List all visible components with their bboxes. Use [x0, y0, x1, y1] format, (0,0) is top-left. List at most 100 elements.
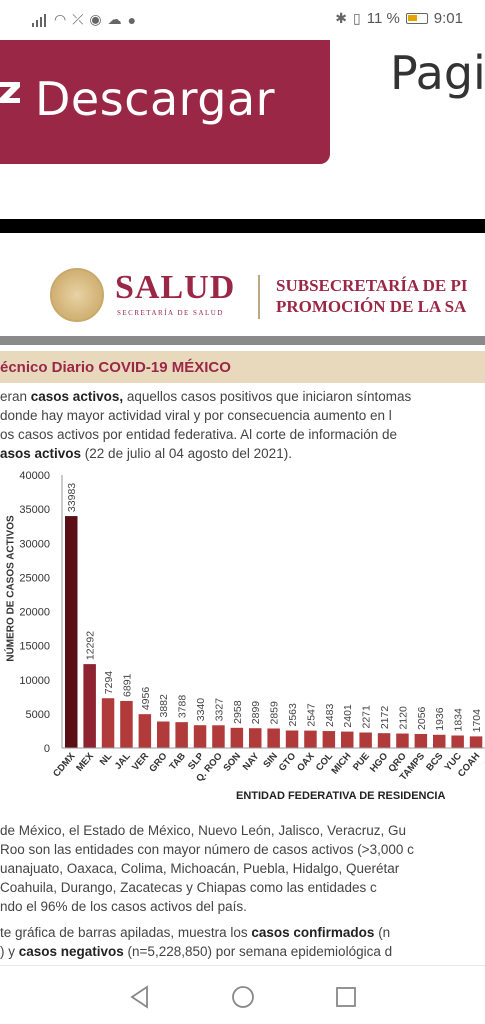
y-tick-label: 25000	[19, 572, 50, 584]
bar-value-label: 33983	[66, 483, 78, 512]
y-tick-label: 40000	[19, 470, 50, 482]
download-label: Descargar	[35, 72, 276, 126]
status-bar: ◠ ⤫ ◉ ☁ ● ✱ ▯ 11 % 9:01	[0, 0, 485, 40]
x-tick-label: CDMX	[51, 750, 78, 779]
x-tick-label: BCS	[424, 751, 445, 773]
bar-value-label: 2271	[361, 705, 373, 729]
subsecretaria-heading: SUBSECRETARÍA DE PI PROMOCIÓN DE LA SA	[276, 275, 467, 317]
document-page[interactable]: SALUD SECRETARÍA DE SALUD SUBSECRETARÍA …	[0, 233, 485, 965]
header-divider	[258, 275, 260, 319]
bar-col	[322, 731, 336, 748]
seal-icon	[50, 268, 104, 322]
recents-icon[interactable]	[333, 984, 359, 1010]
intro-line-1: eran casos activos, aquellos casos posit…	[0, 389, 412, 404]
bar-value-label: 3327	[213, 698, 225, 722]
header-rule	[0, 336, 485, 345]
bar-cdmx	[65, 516, 78, 748]
bar-bcs	[433, 734, 446, 748]
y-tick-label: 0	[44, 743, 50, 755]
bar-gto	[285, 730, 299, 748]
download-icon	[0, 82, 20, 103]
chrome-icon: ◉	[89, 11, 102, 27]
next-line-1: te gráfica de barras apiladas, muestra l…	[0, 925, 391, 940]
bar-coah	[469, 736, 483, 748]
bar-hgo	[377, 733, 391, 748]
x-tick-label: MEX	[74, 750, 96, 773]
report-title: écnico Diario COVID-19 MÉXICO	[0, 359, 231, 376]
bar-ver	[138, 714, 152, 748]
bar-jal	[120, 700, 133, 748]
status-icons-left: ◠ ⤫ ◉ ☁ ●	[32, 11, 136, 28]
bar-yuc	[451, 735, 464, 748]
intro-line-4: asos activos (22 de julio al 04 agosto d…	[0, 446, 292, 461]
no-sound-icon: ⤫	[72, 11, 84, 27]
x-tick-label: OAX	[295, 750, 317, 773]
battery-percent: 11 %	[366, 10, 400, 27]
bar-sin	[267, 728, 280, 748]
battery-icon	[405, 13, 428, 24]
x-tick-label: MICH	[330, 751, 354, 777]
bar-tab	[175, 722, 188, 748]
x-tick-label: HGO	[368, 751, 390, 775]
bar-value-label: 3788	[177, 695, 189, 719]
bar-value-label: 3340	[195, 698, 207, 722]
bar-value-label: 2172	[379, 706, 391, 730]
bar-pue	[359, 732, 372, 748]
bar-value-label: 2859	[269, 701, 281, 725]
bar-value-label: 2120	[397, 706, 409, 730]
bar-qro	[396, 733, 409, 748]
vibrate-icon: ▯	[353, 10, 361, 26]
clock: 9:01	[433, 10, 463, 27]
home-icon[interactable]	[230, 984, 256, 1010]
subsecretaria-line-2: PROMOCIÓN DE LA SA	[276, 297, 467, 316]
page-label: Pagi	[390, 46, 485, 100]
logo-subtext: SECRETARÍA DE SALUD	[117, 309, 224, 317]
download-button[interactable]	[0, 40, 330, 164]
bar-value-label: 2483	[324, 704, 336, 728]
cloud-icon: ☁	[107, 11, 122, 27]
active-cases-chart: 0 5000 10000 15000 20000 25000 30000 35000 40000…	[19, 470, 485, 784]
bar-value-label: 4956	[140, 687, 152, 711]
bar-mex	[83, 664, 96, 748]
x-tick-label: PUE	[351, 751, 372, 773]
x-tick-label: SON	[221, 751, 243, 774]
y-tick-label: 30000	[19, 538, 50, 550]
bar-value-label: 2958	[232, 700, 244, 724]
bar-value-label: 2401	[342, 704, 354, 728]
bar-nay	[249, 728, 262, 748]
x-tick-label: VER	[130, 751, 151, 773]
back-icon[interactable]	[127, 984, 153, 1010]
bar-value-label: 2563	[287, 703, 299, 727]
summary-line-5: ndo el 96% de los casos activos del país…	[0, 899, 247, 914]
bar-son	[230, 727, 244, 748]
navigation-bar	[0, 965, 485, 1024]
bar-value-label: 12292	[85, 631, 97, 660]
bar-mich	[341, 731, 354, 748]
next-line-2: ) y casos negativos (n=5,228,850) por se…	[0, 944, 393, 959]
viewer-divider	[0, 219, 485, 233]
bar-q-roo	[212, 725, 225, 748]
x-tick-label: GTO	[277, 751, 299, 774]
bluetooth-icon: ✱	[335, 10, 347, 26]
summary-line-2: Roo son las entidades con mayor número d…	[0, 842, 414, 857]
summary-line-3: uanajuato, Oaxaca, Colima, Michoacán, Pu…	[0, 861, 400, 876]
x-tick-label: TAB	[167, 751, 188, 773]
summary-line-1: de México, el Estado de México, Nuevo Le…	[0, 823, 406, 838]
wifi-icon: ◠	[54, 11, 67, 27]
bar-value-label: 1704	[471, 709, 483, 733]
y-tick-label: 5000	[26, 709, 50, 721]
x-tick-label: GRO	[147, 751, 169, 775]
bar-slp	[193, 725, 207, 748]
intro-line-3: os casos activos por entidad federativa.…	[0, 427, 397, 442]
bar-value-label: 6891	[121, 673, 133, 697]
bar-value-label: 2899	[250, 701, 262, 725]
x-tick-label: JAL	[113, 751, 133, 772]
status-icons-right: ✱ ▯ 11 % 9:01	[335, 10, 463, 27]
bar-value-label: 2547	[305, 703, 317, 727]
y-tick-label: 35000	[19, 504, 50, 516]
messenger-icon: ●	[127, 11, 137, 28]
bar-value-label: 1834	[453, 708, 465, 732]
signal-icon	[32, 13, 46, 27]
y-tick-label: 20000	[19, 607, 50, 619]
bar-tamps	[414, 733, 428, 748]
